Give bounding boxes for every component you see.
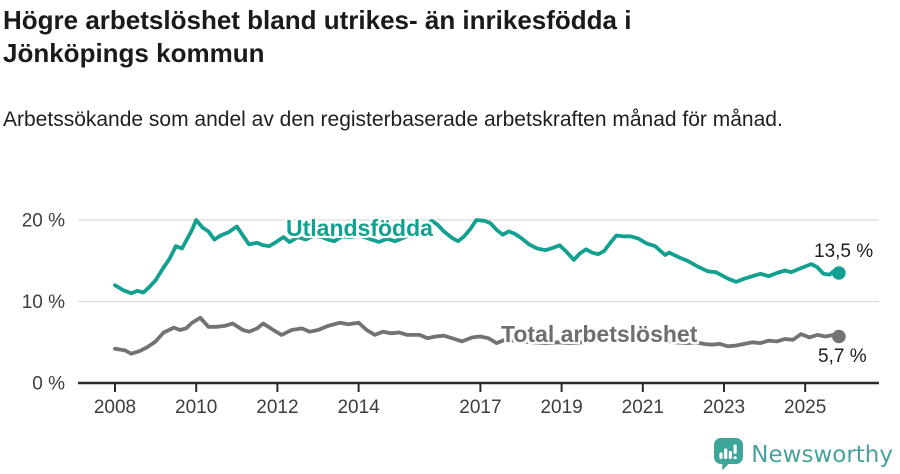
x-tick-label: 2014 — [337, 397, 380, 418]
newsworthy-brand: Newsworthy — [714, 438, 893, 471]
newsworthy-logo-icon — [714, 438, 744, 471]
x-tick-label: 2008 — [94, 397, 136, 418]
newsworthy-wordmark: Newsworthy — [751, 441, 893, 468]
unemployment-line-chart: 0 % 10 % 20 % 2008 2010 2012 2014 2017 2019 2021 2… — [22, 211, 879, 418]
series-label-total-arbetsloshet: Total arbetslöshet — [501, 321, 698, 347]
series-end-dot-1 — [832, 329, 846, 344]
x-tick-label: 2012 — [256, 397, 298, 418]
x-tick-label: 2025 — [784, 397, 826, 418]
x-tick-label: 2017 — [459, 397, 501, 418]
x-tick-label: 2010 — [175, 397, 217, 418]
x-tick-label: 2019 — [540, 397, 582, 418]
y-tick-label: 20 % — [22, 211, 65, 232]
x-tick-label: 2023 — [703, 397, 745, 418]
series-line-1 — [113, 315, 841, 356]
end-value-utlandsfodda: 13,5 % — [814, 241, 874, 262]
series-line-0 — [113, 218, 841, 296]
x-tick-label: 2021 — [622, 397, 664, 418]
end-value-total-arbetsloshet: 5,7 % — [818, 346, 867, 367]
y-tick-label: 0 % — [32, 374, 65, 395]
page-title: Högre arbetslöshet bland utrikes- än inr… — [3, 5, 632, 68]
y-tick-label: 10 % — [22, 292, 65, 313]
series-label-utlandsfodda: Utlandsfödda — [286, 215, 433, 241]
page-subtitle: Arbetssökande som andel av den registerb… — [3, 108, 783, 131]
series-end-dot-0 — [832, 266, 846, 280]
